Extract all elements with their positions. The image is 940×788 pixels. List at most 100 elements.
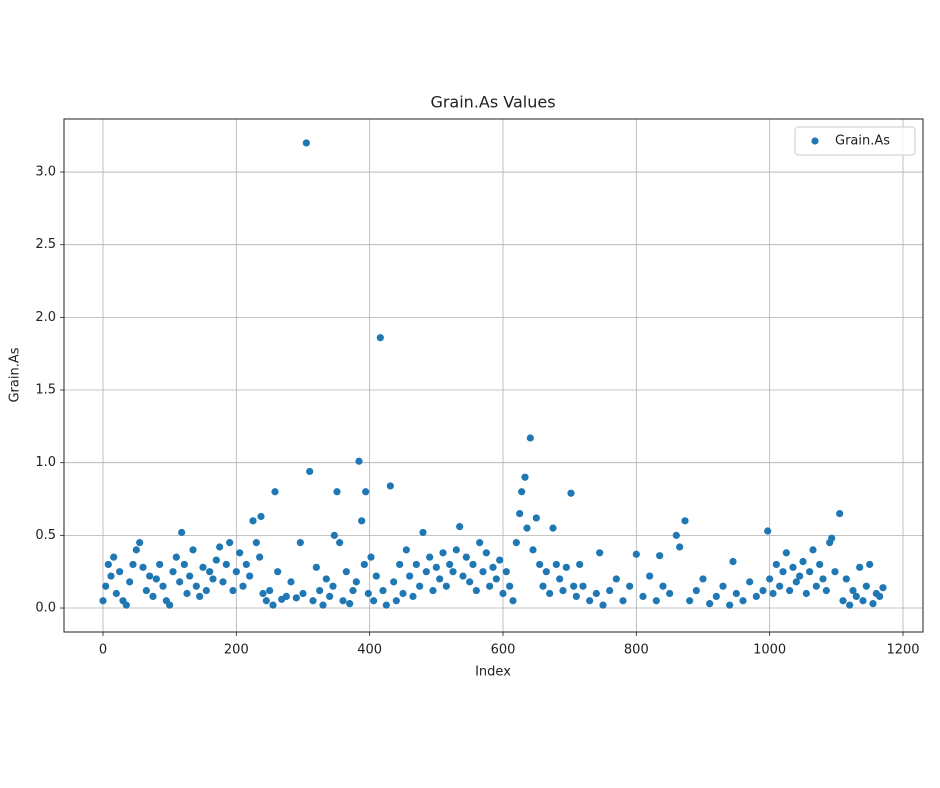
point [472,586,480,595]
point [396,560,404,569]
point [816,560,824,569]
point [656,552,664,560]
y-tick-label: 0.5 [35,528,56,543]
point [358,517,366,525]
point [399,589,407,598]
point [322,575,330,583]
point [579,582,587,590]
point [542,568,550,576]
point [146,572,154,580]
point [842,575,850,583]
point [719,582,727,590]
point [712,592,720,600]
point [192,582,200,590]
y-tick-label: 2.0 [35,310,56,325]
point [362,488,370,496]
point [406,572,414,580]
point [142,586,150,595]
point [316,586,324,595]
point [866,560,874,569]
point [355,457,363,465]
legend-box [794,126,916,156]
point [812,582,820,590]
point [796,572,804,580]
legend-label: Grain.As [835,134,890,149]
point [432,563,440,571]
point [626,582,634,590]
point [536,560,544,569]
point [532,514,540,522]
point [789,563,797,571]
point [136,539,144,547]
point [271,488,279,496]
point [99,597,107,605]
point [819,575,827,583]
point [516,509,524,518]
point [479,568,487,576]
point [302,139,310,147]
point [309,597,317,605]
point [706,600,714,608]
point [822,586,830,595]
point [287,578,295,586]
point [236,549,244,557]
point [178,528,186,537]
point [259,589,267,598]
point [539,582,547,590]
point [809,546,817,554]
point [556,575,564,583]
point [326,592,334,600]
point [567,489,575,497]
y-axis-label: Grain.As [8,347,23,402]
point [319,601,327,609]
point [759,586,767,595]
point [836,509,844,518]
y-tick-label: 1.0 [35,455,56,470]
point [659,582,667,590]
point [549,524,557,532]
point [828,534,836,542]
point [339,597,347,605]
point [766,575,774,583]
point [779,568,787,576]
point [252,539,260,547]
point [852,592,860,600]
point [112,589,120,598]
point [652,597,660,605]
point [149,592,157,600]
point [342,568,350,576]
point [521,473,529,481]
point [219,578,227,586]
point [846,601,854,609]
point [862,582,870,590]
point [489,563,497,571]
plot-frame [63,118,924,633]
point [646,572,654,580]
point [360,560,368,569]
point [126,578,134,586]
point [292,594,300,602]
point [330,531,338,539]
point [666,589,674,598]
point [439,549,447,557]
x-axis-label: Index [475,665,511,680]
point [419,528,427,537]
point [469,560,477,569]
point [104,560,112,569]
point [764,527,772,535]
point [107,572,115,580]
point [802,589,810,598]
point [159,582,167,590]
x-tick-label: 200 [224,643,249,658]
point [202,586,210,595]
point [466,578,474,586]
point [512,539,520,547]
point [482,549,490,557]
point [116,568,124,576]
point [552,560,560,569]
point [496,556,504,564]
point [456,523,464,531]
point [422,568,430,576]
point [333,488,341,496]
